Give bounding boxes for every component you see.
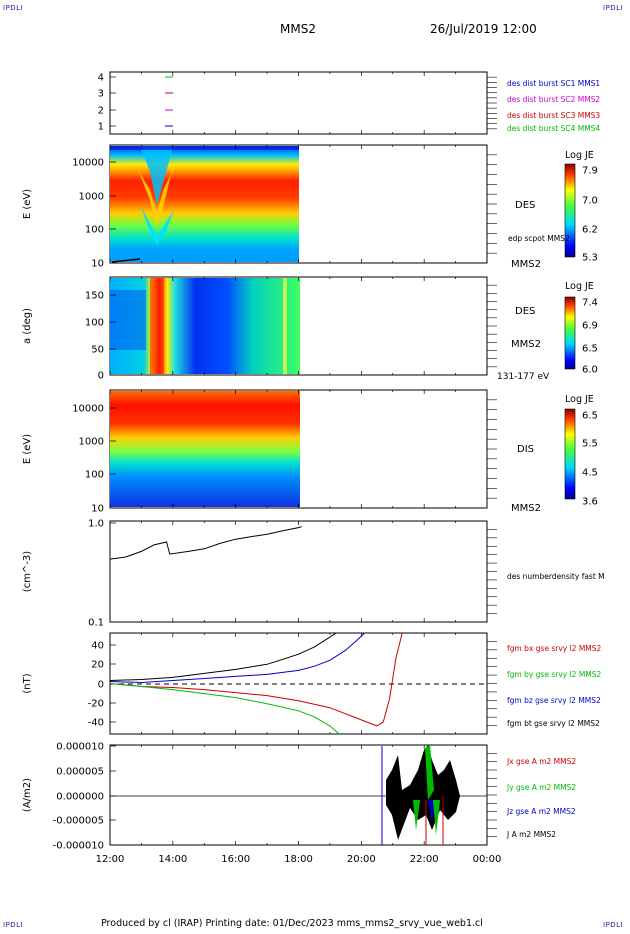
y-tick-label: 10 bbox=[91, 504, 104, 515]
y-tick-label: 4 bbox=[98, 73, 104, 84]
y-tick-label: -0.000010 bbox=[53, 841, 104, 852]
density-panel-frame bbox=[109, 520, 488, 623]
legend-entry: des dist burst SC3 MMS3 bbox=[507, 111, 600, 120]
y-tick-label: 3 bbox=[98, 89, 104, 100]
x-tick-label: 12:00 bbox=[96, 854, 125, 865]
legend-entry: fgm bz gse srvy l2 MMS2 bbox=[507, 696, 601, 705]
y-tick-label: -40 bbox=[88, 718, 104, 729]
y-tick-label: 150 bbox=[85, 291, 104, 302]
y-tick-label: 1.0 bbox=[88, 519, 104, 530]
y-tick-label: -20 bbox=[88, 699, 104, 710]
y-axis-label: (cm^-3) bbox=[22, 551, 33, 592]
y-tick-label: 20 bbox=[91, 660, 104, 671]
colorbar-tick-label: 6.5 bbox=[582, 411, 598, 422]
y-tick-label: 0 bbox=[98, 680, 104, 691]
legend-entry: Jy gse A m2 MMS2 bbox=[506, 783, 576, 792]
y-tick-label: 0.000000 bbox=[56, 792, 104, 803]
legend-entry: fgm bt gse srvy l2 MMS2 bbox=[507, 719, 600, 728]
corner-label-bl: IPDLI bbox=[3, 921, 24, 929]
corner-label-tr: IPDLI bbox=[603, 4, 624, 12]
colorbar-tick-label: 6.2 bbox=[582, 225, 598, 236]
y-tick-label: 0.1 bbox=[88, 618, 104, 629]
colorbar-tick-label: 6.9 bbox=[582, 321, 598, 332]
legend-entry: des dist burst SC4 MMS4 bbox=[507, 124, 600, 133]
side-label: MMS2 bbox=[511, 339, 541, 350]
legend-entry: J A m2 MMS2 bbox=[506, 830, 556, 839]
y-axis-label: a (deg) bbox=[22, 308, 33, 344]
colorbar-tick-label: 4.5 bbox=[582, 468, 598, 479]
status-markers bbox=[165, 76, 173, 127]
current-density-bursts bbox=[381, 745, 460, 845]
series-line bbox=[109, 632, 365, 684]
colorbar-tick-label: 7.0 bbox=[582, 196, 598, 207]
x-tick-label: 20:00 bbox=[347, 854, 376, 865]
side-label: edp scpot MMS2 bbox=[508, 234, 570, 243]
x-tick-label: 16:00 bbox=[221, 854, 250, 865]
y-tick-label: -0.000005 bbox=[53, 816, 104, 827]
colorbars bbox=[564, 163, 576, 500]
side-label: MMS2 bbox=[511, 503, 541, 514]
colorbar-title: Log JE bbox=[565, 150, 594, 161]
side-label: DES bbox=[515, 200, 535, 211]
y-axis-label: E (eV) bbox=[22, 189, 33, 219]
legend-entry: des dist burst SC2 MMS2 bbox=[507, 95, 600, 104]
colorbar-tick-label: 7.4 bbox=[582, 298, 598, 309]
des-energy-spectrogram bbox=[110, 146, 299, 263]
des-pitch-spectrogram bbox=[110, 278, 300, 374]
y-tick-label: 100 bbox=[85, 470, 104, 481]
x-tick-label: 18:00 bbox=[284, 854, 313, 865]
legend-entry: Jz gse A m2 MMS2 bbox=[506, 807, 576, 816]
y-tick-label: 10 bbox=[91, 259, 104, 270]
spacecraft-title: MMS2 bbox=[280, 22, 316, 36]
y-tick-label: 40 bbox=[91, 641, 104, 652]
colorbar-title: Log JE bbox=[565, 281, 594, 292]
colorbar-tick-label: 5.5 bbox=[582, 439, 598, 450]
y-tick-label: 0.000010 bbox=[56, 742, 104, 753]
y-tick-label: 100 bbox=[85, 318, 104, 329]
colorbar-tick-label: 6.0 bbox=[582, 365, 598, 376]
side-label: DIS bbox=[517, 444, 534, 455]
colorbar-title: Log JE bbox=[565, 394, 594, 405]
colorbar-tick-label: 6.5 bbox=[582, 344, 598, 355]
corner-label-tl: IPDLI bbox=[3, 4, 24, 12]
y-axis-label: (A/m2) bbox=[22, 778, 33, 812]
dis-energy-spectrogram bbox=[110, 391, 300, 507]
y-tick-label: 50 bbox=[91, 345, 104, 356]
y-tick-label: 10000 bbox=[72, 404, 104, 415]
series-line bbox=[109, 526, 302, 560]
y-axis-label: (nT) bbox=[22, 673, 33, 693]
y-tick-label: 10000 bbox=[72, 158, 104, 169]
side-label: DES bbox=[515, 306, 535, 317]
series-line bbox=[109, 632, 337, 681]
footer-text: Produced by cl (IRAP) Printing date: 01/… bbox=[101, 918, 483, 929]
legend-entry: Jx gse A m2 MMS2 bbox=[506, 757, 576, 766]
legend-entry: des dist burst SC1 MMS1 bbox=[507, 79, 600, 88]
x-tick-label: 00:00 bbox=[473, 854, 502, 865]
series-line bbox=[109, 632, 403, 727]
date-title: 26/Jul/2019 12:00 bbox=[430, 22, 537, 36]
x-tick-label: 14:00 bbox=[158, 854, 187, 865]
y-tick-label: 0.000005 bbox=[56, 767, 104, 778]
x-tick-label: 22:00 bbox=[410, 854, 439, 865]
colorbar-tick-label: 5.3 bbox=[582, 253, 598, 264]
y-tick-label: 1 bbox=[98, 122, 104, 133]
status-panel-frame bbox=[109, 71, 488, 135]
colorbar-tick-label: 3.6 bbox=[582, 497, 598, 508]
y-tick-label: 1000 bbox=[79, 437, 104, 448]
legend-entry: fgm bx gse srvy l2 MMS2 bbox=[507, 644, 602, 653]
series-line bbox=[109, 683, 340, 735]
y-tick-label: 2 bbox=[98, 106, 104, 117]
y-tick-label: 0 bbox=[98, 371, 104, 382]
y-axis-label: E (eV) bbox=[22, 434, 33, 464]
y-tick-label: 100 bbox=[85, 225, 104, 236]
side-label: 131-177 eV bbox=[497, 372, 550, 382]
y-tick-label: 1000 bbox=[79, 192, 104, 203]
corner-label-br: IPDLI bbox=[603, 921, 624, 929]
legend-entry: des numberdensity fast M bbox=[507, 572, 605, 581]
side-label: MMS2 bbox=[511, 259, 541, 270]
colorbar-tick-label: 7.9 bbox=[582, 166, 598, 177]
legend-entry: fgm by gse srvy l2 MMS2 bbox=[507, 670, 602, 679]
